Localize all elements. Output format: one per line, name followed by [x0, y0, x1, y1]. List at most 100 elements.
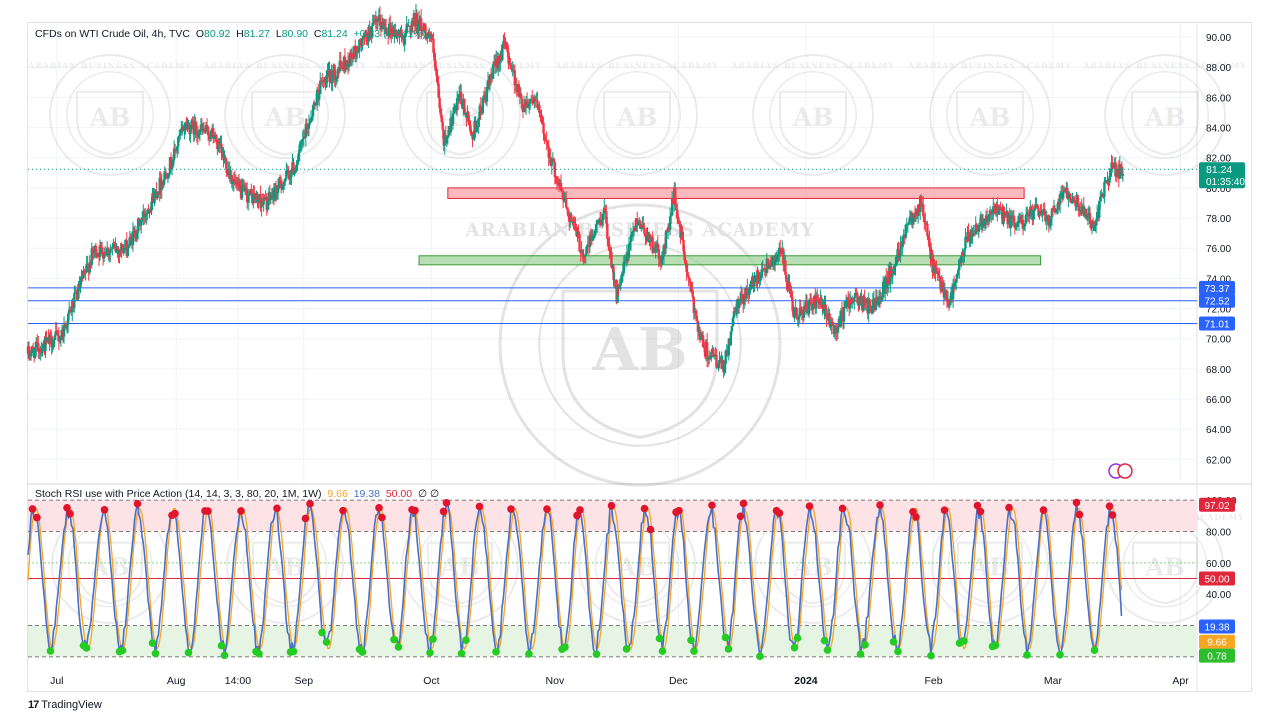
candle-body — [748, 288, 751, 296]
indicator-value-4: ∅ ∅ — [417, 488, 440, 500]
time-axis-tick-label: Nov — [546, 675, 565, 687]
candle-body — [218, 139, 221, 145]
candle-body — [356, 46, 359, 52]
candle-body — [410, 21, 414, 32]
candle-body — [110, 248, 113, 250]
candle-body — [785, 274, 788, 282]
candle-body — [1063, 190, 1066, 193]
candle-body — [731, 317, 735, 327]
oversold-signal-dot — [289, 647, 298, 656]
candle-body — [858, 297, 861, 306]
candle-body — [312, 102, 316, 106]
candle-body — [770, 262, 774, 267]
candle-body — [331, 74, 334, 84]
watermark-ring — [538, 243, 742, 447]
candle-body — [215, 135, 218, 143]
candle-body — [225, 160, 228, 173]
candle-body — [800, 309, 804, 316]
candle-body — [1047, 215, 1051, 226]
candle-body — [1076, 195, 1079, 204]
candle-body — [622, 261, 626, 274]
watermark-logo-text: AB — [1144, 552, 1185, 581]
candle-body — [1033, 205, 1036, 211]
candle-body — [1058, 194, 1062, 205]
candle-body — [318, 93, 321, 100]
candle-body — [139, 220, 143, 226]
candle-body — [127, 245, 131, 248]
candle-body — [589, 235, 593, 237]
candle-body — [553, 161, 557, 177]
oversold-signal-dot — [457, 649, 466, 658]
candle-body — [631, 230, 635, 233]
candle-body — [194, 121, 197, 131]
candle-body — [115, 248, 118, 252]
candle-body — [815, 295, 818, 309]
candle-body — [870, 312, 874, 314]
candle-body — [669, 215, 673, 217]
candle-body — [439, 108, 442, 115]
overbought-signal-dot — [739, 499, 748, 508]
candle-body — [121, 243, 124, 253]
candle-body — [878, 296, 882, 300]
candle-body — [380, 21, 384, 30]
overbought-signal-dot — [838, 504, 847, 513]
candle-body — [424, 23, 427, 33]
overbought-signal-dot — [1105, 502, 1114, 510]
candle-body — [406, 24, 409, 27]
candle-body — [325, 77, 328, 88]
candle-body — [419, 18, 423, 32]
overbought-signal-dot — [273, 504, 281, 513]
candle-body — [779, 247, 782, 252]
candle-body — [629, 235, 633, 243]
candle-body — [94, 246, 98, 257]
oversold-signal-dot — [82, 644, 91, 652]
candle-body — [668, 216, 672, 230]
indicator-title[interactable]: Stoch RSI use with Price Action (14, 14,… — [35, 488, 322, 500]
candle-body — [345, 60, 349, 62]
candle-body — [162, 179, 166, 186]
candle-body — [574, 223, 577, 231]
candle-body — [648, 234, 651, 240]
watermark-shield-icon — [603, 90, 671, 156]
symbol-title[interactable]: CFDs on WTI Crude Oil, 4h, TVC — [35, 28, 191, 40]
candle-body — [688, 278, 691, 283]
oversold-signal-dot — [690, 647, 698, 655]
candle-body — [433, 52, 436, 61]
candle-body — [62, 324, 66, 337]
candle-body — [206, 126, 210, 136]
candle-body — [581, 249, 584, 258]
price-axis-tick-label: 62.00 — [1206, 455, 1231, 466]
time-axis-tick-label: Sep — [294, 675, 313, 687]
candle-body — [646, 234, 649, 241]
overbought-signal-dot — [912, 513, 920, 521]
candle-body — [109, 249, 112, 254]
oversold-signal-dot — [322, 638, 331, 646]
candle-body — [560, 191, 564, 193]
candle-body — [29, 353, 33, 357]
candle-body — [967, 232, 970, 241]
candle-body — [293, 168, 296, 175]
candle-body — [642, 224, 645, 228]
oversold-signal-dot — [724, 645, 733, 653]
candle-body — [126, 247, 130, 256]
candle-body — [1099, 196, 1102, 202]
candle-body — [602, 213, 605, 221]
candle-body — [49, 334, 52, 337]
oscillator-axis-tick-label: 80.00 — [1206, 527, 1231, 538]
candle-body — [964, 236, 967, 249]
overbought-signal-dot — [507, 505, 515, 513]
candle-body — [996, 204, 999, 213]
tradingview-logo[interactable]: 17 TradingView — [28, 699, 102, 711]
overbought-signal-dot — [375, 503, 383, 512]
candle-body — [774, 259, 778, 262]
candle-body — [789, 291, 792, 294]
candle-body — [178, 135, 181, 138]
candle-body — [1109, 172, 1112, 177]
candle-body — [677, 217, 680, 223]
candle-body — [440, 114, 443, 122]
candle-body — [993, 206, 996, 213]
